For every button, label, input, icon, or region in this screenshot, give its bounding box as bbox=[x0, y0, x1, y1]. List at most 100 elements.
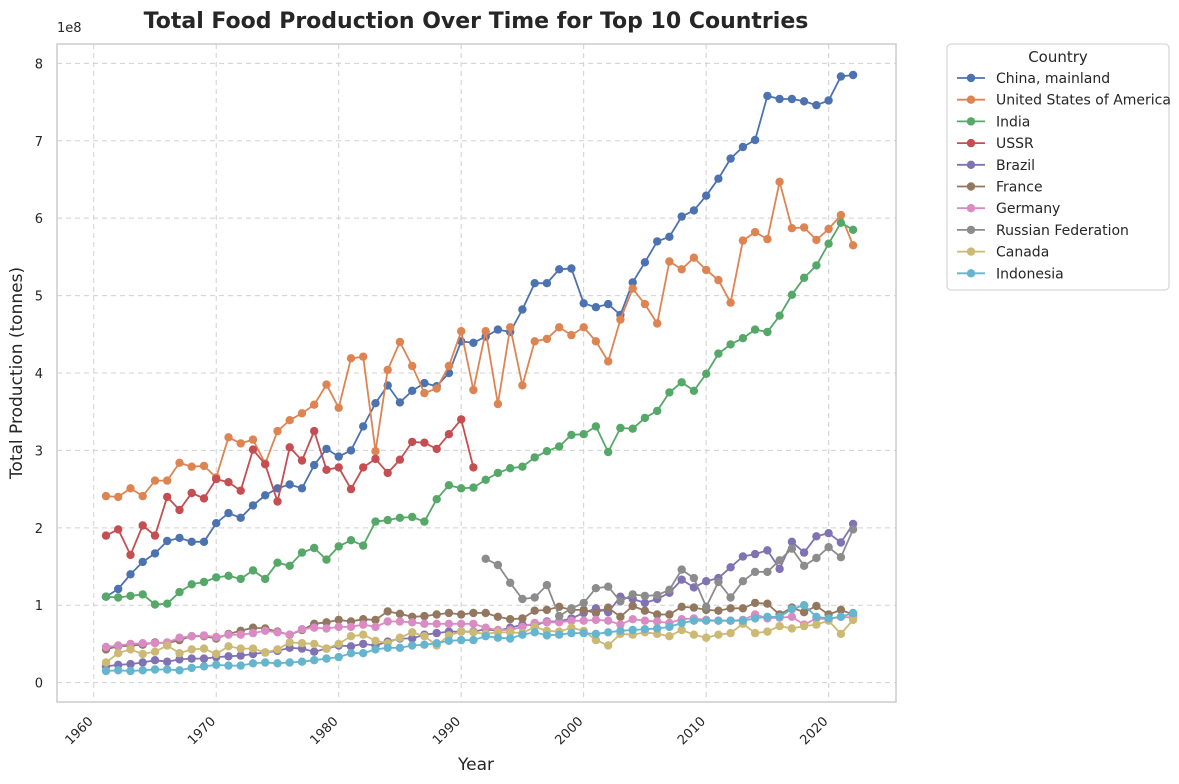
data-point bbox=[261, 460, 270, 469]
data-point bbox=[579, 299, 588, 308]
data-point bbox=[126, 550, 135, 560]
data-point bbox=[212, 474, 221, 484]
data-point bbox=[812, 235, 821, 245]
data-point bbox=[665, 585, 674, 594]
data-point bbox=[677, 212, 686, 221]
data-point bbox=[542, 618, 552, 627]
data-point bbox=[432, 628, 441, 638]
data-point bbox=[714, 616, 723, 625]
data-point bbox=[163, 476, 172, 485]
data-point bbox=[224, 433, 233, 442]
data-point bbox=[395, 633, 405, 642]
data-point bbox=[689, 206, 699, 215]
data-point bbox=[481, 554, 490, 563]
data-point bbox=[493, 325, 503, 334]
data-point bbox=[432, 639, 441, 648]
data-point bbox=[187, 462, 196, 471]
data-point bbox=[628, 601, 637, 611]
series-group bbox=[101, 70, 858, 676]
data-point bbox=[175, 587, 184, 597]
data-point bbox=[506, 464, 515, 473]
data-point bbox=[677, 265, 686, 274]
data-point bbox=[836, 629, 846, 639]
data-point bbox=[101, 491, 111, 501]
data-point bbox=[591, 584, 601, 593]
data-point bbox=[310, 543, 319, 553]
legend-label: France bbox=[996, 180, 1043, 196]
data-point bbox=[457, 627, 466, 636]
data-point bbox=[579, 616, 588, 625]
data-point bbox=[236, 486, 245, 495]
data-point bbox=[346, 354, 356, 363]
legend-label: Canada bbox=[996, 245, 1049, 261]
data-point bbox=[224, 661, 233, 670]
data-point bbox=[848, 225, 858, 234]
data-point bbox=[199, 644, 209, 653]
series-india bbox=[101, 218, 858, 609]
data-point bbox=[359, 639, 368, 649]
data-point bbox=[408, 618, 417, 627]
y-tick-label: 3 bbox=[35, 444, 43, 459]
data-point bbox=[334, 622, 343, 632]
data-point bbox=[199, 577, 209, 587]
data-point bbox=[432, 610, 441, 619]
data-point bbox=[199, 461, 209, 471]
legend-marker bbox=[966, 269, 976, 278]
data-point bbox=[702, 616, 711, 625]
data-point bbox=[763, 234, 772, 244]
data-point bbox=[506, 578, 515, 587]
data-point bbox=[114, 584, 123, 594]
data-point bbox=[518, 622, 527, 632]
data-point bbox=[383, 365, 392, 375]
series-indonesia bbox=[101, 601, 858, 676]
data-point bbox=[726, 628, 735, 638]
data-point bbox=[310, 639, 319, 649]
data-point bbox=[653, 237, 662, 246]
data-point bbox=[420, 378, 429, 388]
legend-marker bbox=[966, 225, 976, 235]
data-point bbox=[689, 386, 699, 395]
data-point bbox=[187, 632, 196, 641]
data-point bbox=[187, 663, 196, 673]
data-point bbox=[395, 617, 405, 626]
data-point bbox=[604, 616, 613, 625]
data-point bbox=[395, 643, 405, 652]
data-point bbox=[836, 553, 846, 562]
data-point bbox=[750, 628, 760, 638]
data-point bbox=[542, 580, 552, 590]
data-point bbox=[677, 625, 686, 635]
legend-marker bbox=[966, 117, 976, 126]
data-point bbox=[689, 253, 699, 262]
data-point bbox=[150, 647, 160, 656]
data-point bbox=[775, 612, 784, 621]
series-ussr bbox=[101, 415, 478, 560]
data-point bbox=[579, 323, 588, 332]
data-point bbox=[750, 567, 760, 577]
data-point bbox=[836, 210, 846, 220]
data-point bbox=[555, 611, 564, 621]
data-point bbox=[640, 591, 650, 601]
data-point bbox=[334, 615, 343, 625]
data-point bbox=[432, 619, 441, 628]
data-point bbox=[653, 319, 662, 328]
data-point bbox=[322, 465, 331, 474]
data-point bbox=[812, 101, 821, 110]
legend-label: India bbox=[996, 114, 1030, 130]
data-point bbox=[726, 593, 735, 602]
data-point bbox=[493, 560, 503, 570]
data-point bbox=[395, 513, 405, 522]
data-point bbox=[763, 612, 772, 621]
data-point bbox=[150, 476, 160, 485]
data-point bbox=[273, 497, 282, 506]
data-point bbox=[567, 264, 576, 273]
data-point bbox=[138, 590, 147, 599]
data-point bbox=[591, 303, 601, 312]
data-point bbox=[799, 561, 809, 570]
data-point bbox=[665, 632, 674, 641]
data-point bbox=[420, 388, 429, 398]
data-point bbox=[297, 625, 307, 634]
legend-label: China, mainland bbox=[996, 71, 1110, 87]
data-point bbox=[224, 508, 233, 518]
data-point bbox=[138, 658, 147, 667]
data-point bbox=[285, 561, 294, 570]
